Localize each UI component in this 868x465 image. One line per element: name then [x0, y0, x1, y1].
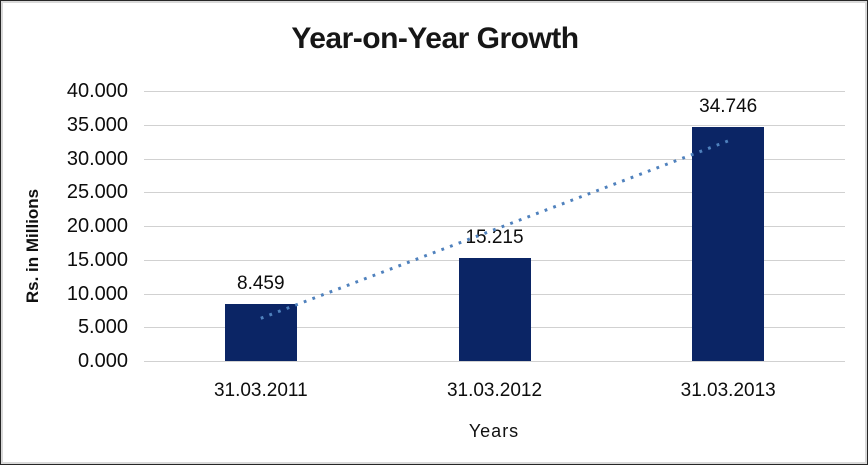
bar-value-label: 34.746 — [699, 95, 758, 117]
x-category-label: 31.03.2012 — [446, 380, 543, 401]
y-tick-label: 40.000 — [66, 80, 128, 102]
y-tick-label: 5.000 — [77, 316, 128, 339]
x-category-label: 31.03.2013 — [680, 380, 776, 401]
trendline-segment — [260, 139, 729, 320]
y-tick-label: 20.000 — [66, 215, 128, 237]
chart-title: Year-on-Year Growth — [291, 22, 579, 55]
y-tick-label: 0.000 — [77, 350, 128, 372]
bar — [224, 303, 297, 361]
y-tick-label: 10.000 — [66, 282, 128, 305]
y-gridline — [144, 124, 845, 126]
y-tick-label: 25.000 — [66, 181, 128, 204]
x-axis-title: Years — [468, 421, 520, 441]
y-tick-label: 15.000 — [66, 248, 128, 271]
bar — [458, 258, 531, 361]
bar-value-label: 8.459 — [237, 272, 285, 294]
bar — [692, 126, 765, 361]
y-gridline — [144, 192, 845, 194]
y-gridline — [144, 158, 845, 160]
bar-value-label: 15.215 — [465, 227, 524, 249]
y-gridline — [144, 91, 845, 92]
y-gridline — [144, 226, 845, 227]
y-tick-label: 35.000 — [66, 113, 128, 136]
x-category-label: 31.03.2011 — [213, 380, 308, 401]
y-gridline — [144, 361, 845, 362]
y-tick-label: 30.000 — [66, 147, 128, 170]
